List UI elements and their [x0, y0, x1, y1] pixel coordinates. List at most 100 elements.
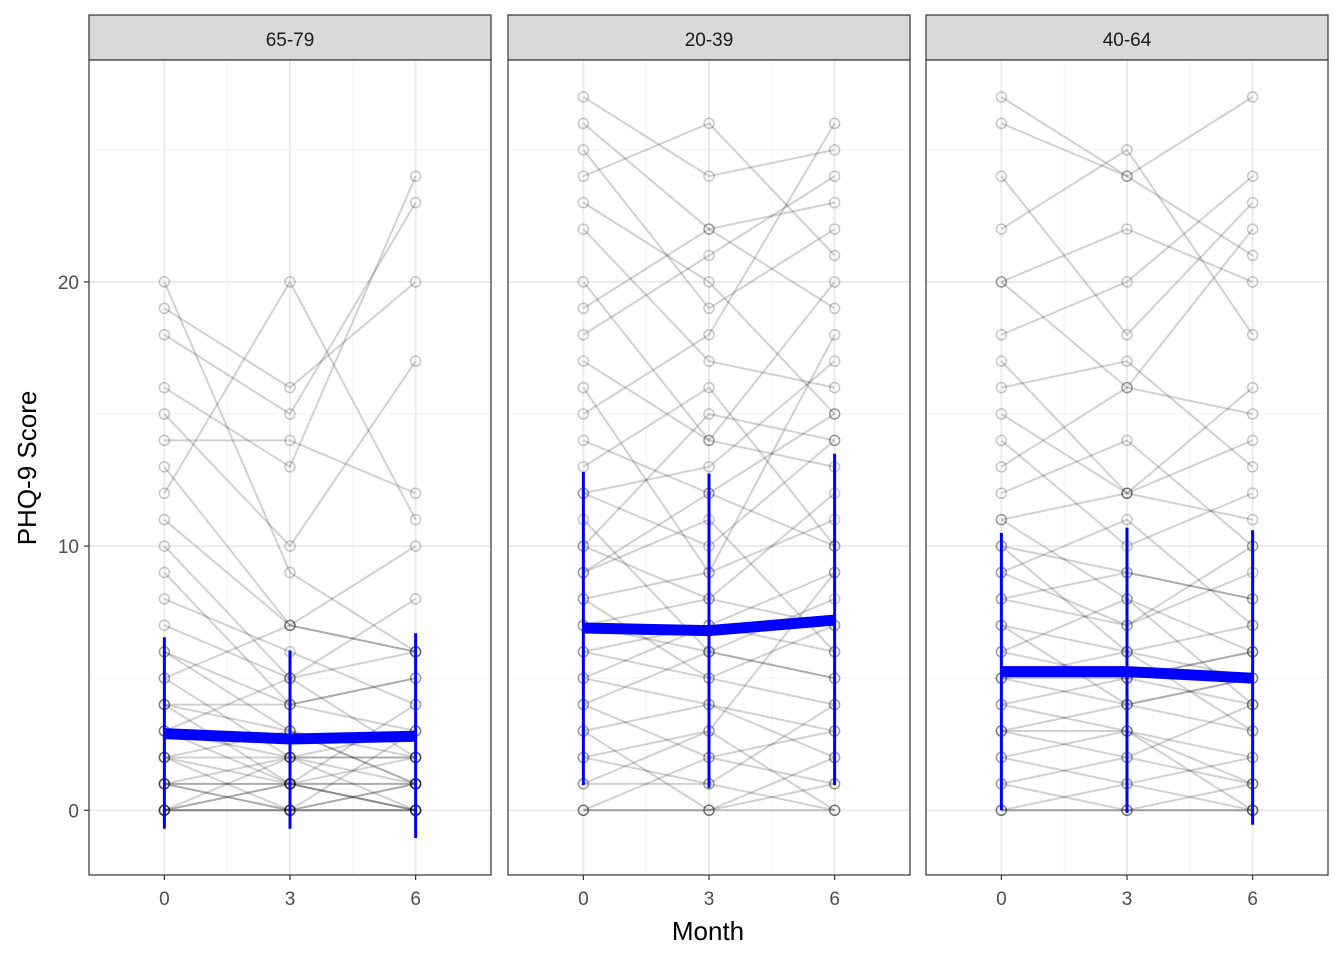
individual-point — [284, 540, 296, 552]
x-tick-label: 0 — [159, 889, 170, 910]
individual-trajectory — [582, 730, 836, 812]
individual-point — [703, 804, 715, 817]
mean-line — [583, 614, 836, 637]
individual-point — [703, 276, 715, 288]
individual-point — [703, 408, 715, 420]
individual-point — [995, 381, 1008, 394]
individual-point — [1121, 434, 1133, 447]
individual-trajectory — [1000, 227, 1254, 283]
individual-trajectory — [582, 201, 836, 415]
individual-point — [828, 355, 841, 367]
individual-trajectory — [163, 175, 417, 469]
individual-trajectory — [582, 281, 835, 468]
individual-trajectory — [163, 360, 417, 548]
individual-point — [703, 117, 715, 130]
individual-point — [1246, 461, 1259, 473]
individual-point — [409, 593, 422, 605]
individual-trajectory — [1000, 96, 1254, 178]
individual-point — [828, 223, 841, 235]
individual-point — [1121, 144, 1133, 156]
individual-trajectory — [583, 360, 836, 495]
individual-point — [828, 144, 841, 156]
facet-panel-65-79: 65-79 0 3 6 0 10 20 — [58, 14, 492, 910]
individual-point — [158, 619, 171, 632]
facet-strip-label: 20-39 — [685, 30, 734, 51]
individual-point — [577, 196, 590, 209]
individual-trajectory — [582, 175, 836, 336]
individual-point — [1121, 355, 1133, 367]
individual-point — [995, 434, 1008, 447]
individual-trajectory — [163, 279, 417, 521]
individual-trajectory — [582, 228, 835, 389]
facet-strip — [925, 14, 1329, 61]
x-tick-label: 3 — [704, 889, 715, 910]
individual-trajectory — [163, 466, 417, 627]
individual-point — [828, 804, 841, 817]
individual-trajectory — [1000, 439, 1254, 547]
individual-point — [284, 619, 296, 632]
individual-point — [995, 117, 1008, 130]
y-tick-label: 20 — [58, 273, 79, 294]
individual-trajectory — [1000, 175, 1254, 336]
individual-point — [1121, 381, 1133, 394]
individual-point — [158, 434, 171, 447]
individual-point — [577, 434, 590, 447]
individual-point — [158, 540, 171, 552]
individual-point — [577, 461, 590, 473]
individual-point — [703, 223, 715, 235]
individual-point — [158, 276, 171, 288]
individual-trajectory — [582, 122, 836, 257]
individual-point — [703, 804, 715, 817]
individual-point — [828, 170, 841, 182]
individual-point — [703, 355, 715, 367]
x-tick-label: 6 — [410, 889, 421, 910]
individual-point — [1121, 328, 1133, 341]
individual-trajectory — [163, 202, 417, 416]
panel-plot-area — [508, 60, 910, 875]
y-tick-label: 10 — [58, 537, 79, 558]
individual-point — [409, 487, 422, 500]
individual-point — [1246, 170, 1259, 182]
individual-point — [409, 276, 422, 288]
individual-trajectory — [1000, 228, 1254, 390]
individual-point — [828, 117, 841, 130]
individual-point — [1121, 381, 1133, 394]
individual-point — [577, 117, 590, 130]
facet-strip-label: 40-64 — [1103, 30, 1152, 51]
individual-point — [1246, 408, 1259, 420]
individual-point — [577, 804, 590, 817]
y-tick-label: 0 — [68, 801, 79, 822]
facet-strip — [507, 14, 911, 61]
individual-point — [158, 593, 171, 605]
y-axis-title: PHQ-9 Score — [12, 391, 42, 546]
individual-point — [995, 355, 1008, 367]
individual-point — [284, 619, 296, 632]
individual-point — [828, 804, 841, 817]
individual-point — [158, 302, 171, 315]
individual-trajectory — [582, 412, 835, 547]
individual-point — [409, 540, 422, 552]
individual-point — [1121, 223, 1133, 235]
individual-point — [703, 461, 715, 473]
individual-trajectory — [1001, 492, 1253, 521]
individual-point — [577, 144, 590, 156]
individual-point — [284, 566, 296, 579]
individual-point — [828, 249, 841, 262]
individual-point — [577, 381, 590, 394]
individual-trajectory — [582, 386, 836, 547]
x-tick-label: 6 — [1247, 889, 1258, 910]
individual-point — [284, 434, 296, 447]
individual-trajectory — [163, 281, 417, 389]
individual-trajectory — [164, 439, 417, 495]
individual-point — [158, 408, 171, 420]
individual-point — [703, 302, 715, 315]
individual-point — [409, 355, 422, 367]
x-axis-title: Month — [672, 916, 744, 946]
individual-point — [284, 381, 296, 394]
individual-trajectory — [1000, 413, 1254, 495]
individual-trajectory — [582, 122, 836, 415]
individual-point — [995, 276, 1008, 288]
individual-point — [409, 513, 422, 526]
individual-trajectory — [163, 518, 416, 653]
